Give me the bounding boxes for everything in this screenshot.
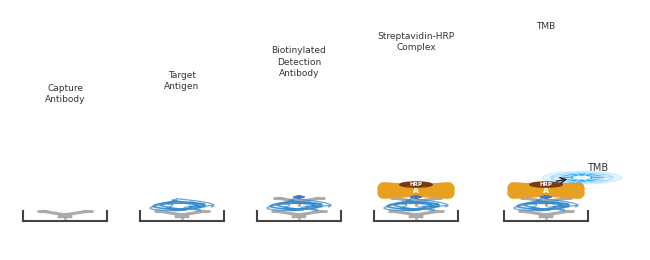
Ellipse shape bbox=[551, 173, 613, 183]
Text: Biotinylated
Detection
Antibody: Biotinylated Detection Antibody bbox=[272, 46, 326, 78]
Ellipse shape bbox=[573, 176, 590, 179]
Text: Capture
Antibody: Capture Antibody bbox=[45, 83, 85, 104]
Ellipse shape bbox=[560, 174, 604, 181]
Text: Target
Antigen: Target Antigen bbox=[164, 70, 200, 91]
Ellipse shape bbox=[530, 182, 562, 187]
Text: Streptavidin-HRP
Complex: Streptavidin-HRP Complex bbox=[378, 31, 454, 52]
Polygon shape bbox=[540, 196, 552, 199]
Text: TMB: TMB bbox=[536, 22, 556, 31]
Text: A: A bbox=[413, 186, 419, 195]
Text: A: A bbox=[543, 186, 549, 195]
Text: TMB: TMB bbox=[587, 163, 608, 173]
Polygon shape bbox=[293, 196, 305, 199]
Ellipse shape bbox=[400, 182, 432, 187]
Ellipse shape bbox=[541, 171, 622, 184]
Polygon shape bbox=[410, 196, 422, 199]
Ellipse shape bbox=[564, 175, 600, 181]
Text: HRP: HRP bbox=[540, 182, 552, 187]
Text: HRP: HRP bbox=[410, 182, 422, 187]
